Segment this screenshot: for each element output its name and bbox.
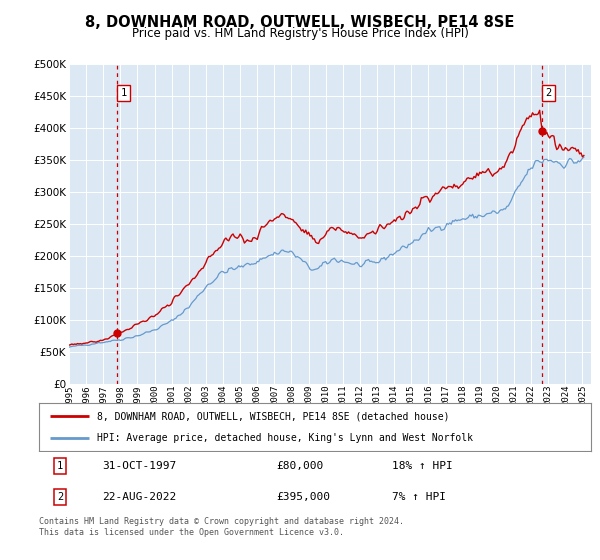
Text: £80,000: £80,000 [277,461,323,471]
Text: Price paid vs. HM Land Registry's House Price Index (HPI): Price paid vs. HM Land Registry's House … [131,27,469,40]
Text: HPI: Average price, detached house, King's Lynn and West Norfolk: HPI: Average price, detached house, King… [97,433,473,443]
Text: 18% ↑ HPI: 18% ↑ HPI [392,461,453,471]
Text: 7% ↑ HPI: 7% ↑ HPI [392,492,446,502]
Text: 31-OCT-1997: 31-OCT-1997 [103,461,177,471]
Text: £395,000: £395,000 [277,492,331,502]
Text: 8, DOWNHAM ROAD, OUTWELL, WISBECH, PE14 8SE (detached house): 8, DOWNHAM ROAD, OUTWELL, WISBECH, PE14 … [97,411,449,421]
Text: 1: 1 [120,88,127,98]
Text: Contains HM Land Registry data © Crown copyright and database right 2024.
This d: Contains HM Land Registry data © Crown c… [39,517,404,537]
Text: 1: 1 [57,461,63,471]
Text: 8, DOWNHAM ROAD, OUTWELL, WISBECH, PE14 8SE: 8, DOWNHAM ROAD, OUTWELL, WISBECH, PE14 … [85,15,515,30]
Text: 22-AUG-2022: 22-AUG-2022 [103,492,177,502]
Text: 2: 2 [545,88,552,98]
Text: 2: 2 [57,492,63,502]
